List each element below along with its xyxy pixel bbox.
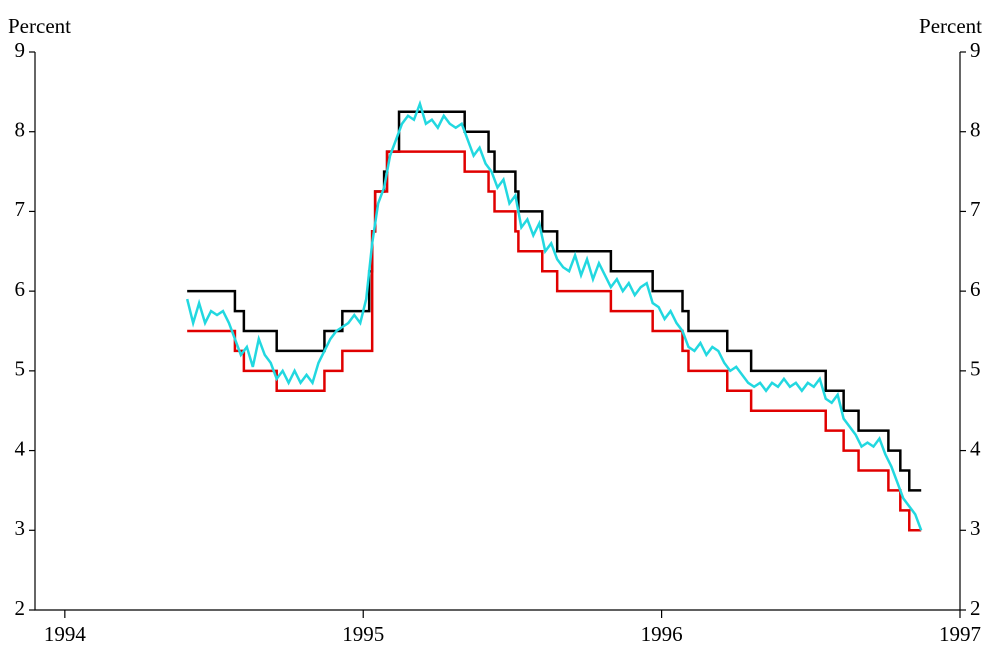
y-tick-label: 2 xyxy=(15,596,26,620)
y2-tick-label: 6 xyxy=(970,277,981,301)
y2-tick-label: 8 xyxy=(970,118,981,142)
y-tick-label: 4 xyxy=(15,436,26,460)
series-line xyxy=(185,99,923,531)
y2-tick-label: 4 xyxy=(970,436,981,460)
y-tick-label: 9 xyxy=(15,38,26,62)
y-tick-label: 7 xyxy=(15,197,26,221)
x-tick-label: 1996 xyxy=(641,622,683,645)
axes xyxy=(34,52,961,611)
y2-tick-label: 5 xyxy=(970,357,981,381)
y-tick-label: 5 xyxy=(15,357,26,381)
y2-axis-label: Percent xyxy=(919,14,982,38)
x-tick-label: 1994 xyxy=(44,622,87,645)
series-line xyxy=(187,110,922,492)
y2-tick-label: 9 xyxy=(970,38,981,62)
y2-tick-label: 7 xyxy=(970,197,981,221)
series-line xyxy=(187,150,922,532)
y-tick-label: 8 xyxy=(15,118,26,142)
y-tick-label: 3 xyxy=(15,516,26,540)
y-axis-label: Percent xyxy=(8,14,71,38)
y2-tick-label: 2 xyxy=(970,596,981,620)
y2-tick-label: 3 xyxy=(970,516,981,540)
x-tick-label: 1997 xyxy=(939,622,981,645)
x-tick-label: 1995 xyxy=(342,622,384,645)
y-tick-label: 6 xyxy=(15,277,26,301)
